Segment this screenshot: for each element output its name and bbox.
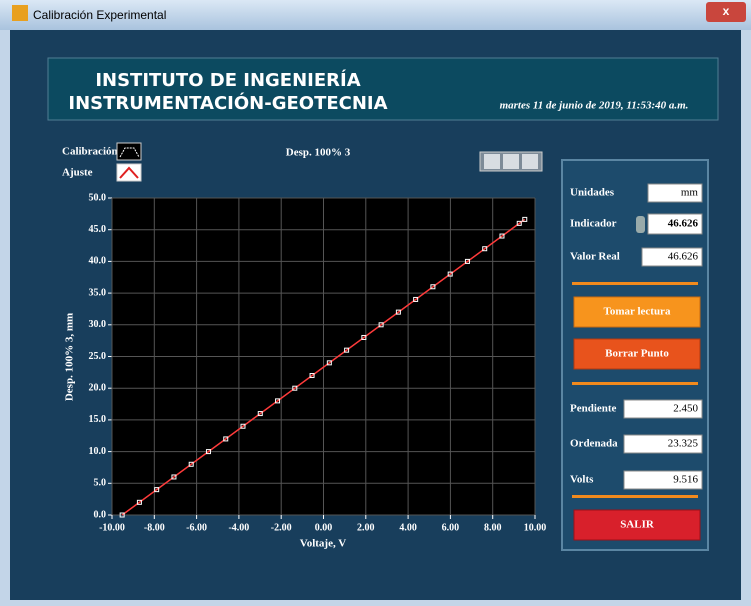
close-button[interactable]: [706, 2, 746, 22]
separator: [572, 282, 698, 285]
x-tick-label: -10.00: [99, 522, 125, 533]
calibration-point: [136, 499, 142, 505]
calibration-point: [516, 220, 522, 226]
header-box: [47, 57, 719, 121]
x-tick-label: 10.00: [524, 522, 547, 533]
calibration-point: [522, 216, 528, 222]
cursor-tool[interactable]: [484, 154, 500, 169]
legend-icon: [116, 163, 142, 182]
y-tick-label: 45.0: [89, 224, 107, 235]
pan-tool[interactable]: [522, 154, 538, 169]
y-tick-label: 40.0: [89, 256, 107, 267]
field-label: Ordenada: [570, 438, 618, 450]
y-axis-label: Desp. 100% 3, mm: [64, 313, 76, 401]
header-line2: INSTRUMENTACIÓN-GEOTECNIA: [68, 92, 387, 114]
calibration-point: [205, 449, 211, 455]
field-label: Indicador: [570, 218, 617, 230]
legend-label: Ajuste: [62, 167, 93, 179]
calibration-point: [413, 296, 419, 302]
y-tick-label: 20.0: [89, 382, 107, 393]
separator: [572, 382, 698, 385]
graph-tools[interactable]: [479, 151, 543, 172]
calibration-point: [482, 246, 488, 252]
calibration-point: [171, 474, 177, 480]
button-label[interactable]: Borrar Punto: [605, 348, 669, 360]
calibration-point: [430, 284, 436, 290]
calibration-point: [395, 309, 401, 315]
field-value: 23.325: [668, 438, 699, 450]
x-tick-label: 2.00: [357, 522, 375, 533]
button-label[interactable]: SALIR: [620, 519, 655, 531]
legend-icon-line: [119, 147, 140, 158]
calibration-point: [119, 512, 125, 518]
header-datetime: martes 11 de junio de 2019, 11:53:40 a.m…: [500, 100, 689, 112]
calibration-point: [257, 411, 263, 417]
separator: [572, 495, 698, 498]
x-tick-label: -8.00: [144, 522, 165, 533]
y-tick-label: 0.0: [94, 509, 107, 520]
borrar-punto-button[interactable]: [573, 338, 701, 370]
x-tick-label: -2.00: [271, 522, 292, 533]
field-value: 9.516: [673, 474, 698, 486]
calibration-point: [292, 385, 298, 391]
field-label: Pendiente: [570, 403, 617, 415]
field-value: 46.626: [668, 251, 699, 263]
app-icon: [12, 5, 28, 21]
field-label: Unidades: [570, 187, 615, 199]
indicador-field[interactable]: [647, 213, 703, 235]
header-line1: INSTITUTO DE INGENIERÍA: [95, 69, 360, 91]
spinner[interactable]: [636, 216, 645, 233]
calibration-point: [326, 360, 332, 366]
calibration-point: [154, 487, 160, 493]
x-axis-label: Voltaje, V: [300, 538, 347, 550]
x-tick-label: -4.00: [228, 522, 249, 533]
calibration-point: [344, 347, 350, 353]
tomar-lectura-button[interactable]: [573, 296, 701, 328]
y-tick-label: 50.0: [89, 192, 107, 203]
y-tick-label: 25.0: [89, 351, 107, 362]
field-value: 2.450: [673, 403, 698, 415]
calibration-point: [275, 398, 281, 404]
button-label[interactable]: Tomar lectura: [604, 306, 671, 318]
calibration-point: [499, 233, 505, 239]
y-tick-label: 35.0: [89, 287, 107, 298]
y-tick-label: 10.0: [89, 446, 107, 457]
unidades-field[interactable]: [647, 183, 703, 203]
chart-title: Desp. 100% 3: [286, 147, 351, 159]
x-tick-label: 0.00: [315, 522, 333, 533]
calibration-point: [309, 373, 315, 379]
field-value: mm: [681, 187, 699, 199]
ordenada-field: [623, 434, 703, 454]
x-tick-label: 6.00: [442, 522, 460, 533]
calibration-point: [378, 322, 384, 328]
title-bar: [0, 0, 751, 30]
calibration-point: [447, 271, 453, 277]
zoom-tool[interactable]: [503, 154, 519, 169]
field-value: 46.626: [668, 218, 699, 230]
legend-icon: [116, 142, 142, 161]
volts-field: [623, 470, 703, 490]
x-tick-label: -6.00: [186, 522, 207, 533]
field-label: Volts: [570, 474, 594, 486]
calibration-point: [240, 423, 246, 429]
field-label: Valor Real: [570, 251, 620, 263]
legend-icon-line: [119, 166, 139, 179]
calibration-point: [464, 258, 470, 264]
pendiente-field: [623, 399, 703, 419]
x-tick-label: 8.00: [484, 522, 502, 533]
x-tick-label: 4.00: [399, 522, 417, 533]
y-tick-label: 30.0: [89, 319, 107, 330]
valor-real-field: [641, 247, 703, 267]
calibration-point: [223, 436, 229, 442]
close-icon[interactable]: x: [723, 4, 730, 18]
window-title: Calibración Experimental: [33, 8, 166, 22]
y-tick-label: 15.0: [89, 414, 107, 425]
calibration-point: [188, 461, 194, 467]
salir-button[interactable]: [573, 509, 701, 541]
y-tick-label: 5.0: [94, 478, 107, 489]
legend-label: Calibración: [62, 146, 118, 158]
calibration-point: [361, 334, 367, 340]
